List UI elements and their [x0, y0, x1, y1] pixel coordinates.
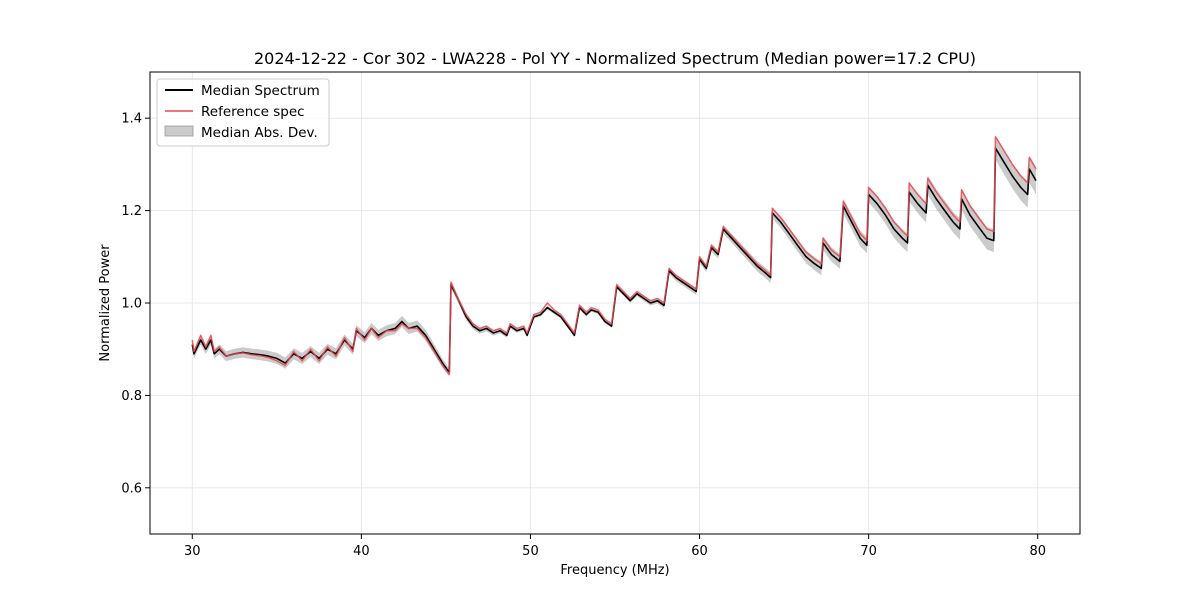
series-lines — [191, 135, 1037, 376]
x-tick-label: 80 — [1029, 544, 1046, 559]
x-tick-label: 40 — [353, 544, 370, 559]
y-tick-label: 0.8 — [121, 389, 142, 404]
x-axis-label: Frequency (MHz) — [560, 563, 669, 578]
chart-title: 2024-12-22 - Cor 302 - LWA228 - Pol YY -… — [254, 49, 976, 68]
legend: Median Spectrum Reference spec Median Ab… — [156, 78, 330, 147]
legend-box — [156, 78, 330, 147]
reference-spec-line — [191, 135, 1037, 376]
y-axis-ticks: 0.6 0.8 1.0 1.2 1.4 — [121, 112, 150, 496]
legend-mad-label: Median Abs. Dev. — [201, 125, 318, 141]
y-axis-label: Normalized Power — [98, 244, 113, 362]
x-tick-label: 30 — [184, 544, 201, 559]
y-tick-label: 1.2 — [121, 204, 142, 219]
legend-mad-swatch — [164, 125, 194, 137]
x-axis-ticks: 30 40 50 60 70 80 — [184, 534, 1046, 559]
legend-median-label: Median Spectrum — [201, 83, 320, 99]
y-tick-label: 0.6 — [121, 481, 142, 496]
legend-reference-label: Reference spec — [201, 104, 305, 120]
x-tick-label: 50 — [522, 544, 539, 559]
x-tick-label: 60 — [691, 544, 708, 559]
x-tick-label: 70 — [860, 544, 877, 559]
y-tick-label: 1.0 — [121, 297, 142, 312]
y-tick-label: 1.4 — [121, 112, 142, 127]
